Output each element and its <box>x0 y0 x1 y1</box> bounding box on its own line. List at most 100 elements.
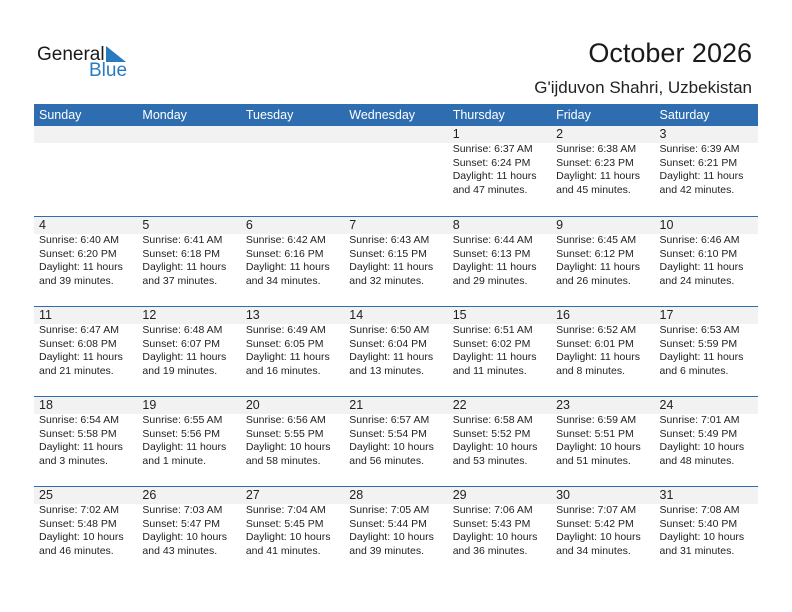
day-cell: 29 Sunrise: 7:06 AM Sunset: 5:43 PM Dayligh… <box>448 487 551 558</box>
day-number: 6 <box>245 218 253 232</box>
day-cell: 26 Sunrise: 7:03 AM Sunset: 5:47 PM Dayligh… <box>137 487 240 558</box>
daylight: Daylight: 10 hours <box>452 441 538 453</box>
daylight2: and 39 minutes. <box>349 544 424 557</box>
sunrise: Sunrise: 7:06 AM <box>452 504 533 516</box>
sunrise: Sunrise: 6:47 AM <box>39 324 119 336</box>
day-number: 17 <box>659 308 674 322</box>
week-row: 11 Sunrise: 6:47 AM Sunset: 6:08 PM Dayligh… <box>34 306 758 396</box>
sunrise: Sunrise: 7:08 AM <box>659 504 740 516</box>
sunset: Sunset: 6:20 PM <box>39 247 117 260</box>
daylight: Daylight: 10 hours <box>245 531 331 543</box>
daylight2: and 56 minutes. <box>349 454 424 467</box>
daylight: Daylight: 11 hours <box>556 261 640 273</box>
day-cell: 12 Sunrise: 6:48 AM Sunset: 6:07 PM Dayligh… <box>137 307 240 378</box>
day-cell: 7 Sunrise: 6:43 AM Sunset: 6:15 PM Daylight… <box>344 217 447 288</box>
sunrise: Sunrise: 6:52 AM <box>556 324 637 336</box>
day-cell <box>344 126 447 197</box>
day-number-band <box>34 126 758 143</box>
daylight2: and 42 minutes. <box>659 183 735 196</box>
sunrise: Sunrise: 6:50 AM <box>349 324 430 336</box>
daylight: Daylight: 11 hours <box>142 351 227 363</box>
daylight2: and 1 minute. <box>142 454 207 467</box>
daylight2: and 37 minutes. <box>142 274 218 287</box>
sunset: Sunset: 5:42 PM <box>556 517 634 530</box>
logo-general: General <box>37 44 105 65</box>
sunset: Sunset: 6:05 PM <box>245 337 324 350</box>
day-number: 21 <box>349 398 364 412</box>
daylight2: and 34 minutes. <box>556 544 631 557</box>
daylight: Daylight: 11 hours <box>142 261 227 273</box>
daylight: Daylight: 10 hours <box>452 531 538 543</box>
daylight2: and 46 minutes. <box>39 544 114 557</box>
daylight2: and 36 minutes. <box>452 544 528 557</box>
day-cell: 14 Sunrise: 6:50 AM Sunset: 6:04 PM Dayligh… <box>344 307 447 378</box>
sunset: Sunset: 5:51 PM <box>556 427 634 440</box>
sunset: Sunset: 6:10 PM <box>659 247 738 260</box>
daylight: Daylight: 10 hours <box>659 531 745 543</box>
sunset: Sunset: 6:12 PM <box>556 247 634 260</box>
day-number: 27 <box>245 488 260 502</box>
sunrise: Sunrise: 6:49 AM <box>245 324 326 336</box>
day-cell: 13 Sunrise: 6:49 AM Sunset: 6:05 PM Dayligh… <box>241 307 344 378</box>
daylight: Daylight: 11 hours <box>452 351 537 363</box>
daylight: Daylight: 11 hours <box>659 170 744 182</box>
sunset: Sunset: 6:07 PM <box>142 337 221 350</box>
day-cell: 25 Sunrise: 7:02 AM Sunset: 5:48 PM Dayligh… <box>34 487 137 558</box>
daylight2: and 47 minutes. <box>452 183 528 196</box>
day-number: 20 <box>245 398 260 412</box>
daylight: Daylight: 10 hours <box>556 531 641 543</box>
sunset: Sunset: 5:43 PM <box>452 517 531 530</box>
sunset: Sunset: 5:48 PM <box>39 517 117 530</box>
sunrise: Sunrise: 7:03 AM <box>142 504 223 516</box>
weekday-tuesday: Tuesday <box>245 108 294 122</box>
daylight2: and 6 minutes. <box>659 364 729 377</box>
daylight2: and 39 minutes. <box>39 274 114 287</box>
sunrise: Sunrise: 6:53 AM <box>659 324 740 336</box>
day-cell: 28 Sunrise: 7:05 AM Sunset: 5:44 PM Dayligh… <box>344 487 447 558</box>
sunrise: Sunrise: 6:41 AM <box>142 234 223 246</box>
sunrise: Sunrise: 6:40 AM <box>39 234 119 246</box>
day-cell: 30 Sunrise: 7:07 AM Sunset: 5:42 PM Dayligh… <box>551 487 654 558</box>
location: G'ijduvon Shahri, Uzbekistan <box>534 78 752 97</box>
sunrise: Sunrise: 6:44 AM <box>452 234 533 246</box>
daylight: Daylight: 11 hours <box>452 170 537 182</box>
day-number: 5 <box>142 218 150 232</box>
daylight2: and 34 minutes. <box>245 274 321 287</box>
calendar-grid: Sunday Monday Tuesday Wednesday Thursday Frid… <box>34 104 758 576</box>
daylight2: and 32 minutes. <box>349 274 424 287</box>
day-number: 7 <box>349 218 357 232</box>
daylight: Daylight: 11 hours <box>556 170 640 182</box>
day-cell: 20 Sunrise: 6:56 AM Sunset: 5:55 PM Dayligh… <box>241 397 344 468</box>
day-number: 29 <box>452 488 467 502</box>
daylight: Daylight: 11 hours <box>659 261 744 273</box>
sunrise: Sunrise: 7:01 AM <box>659 414 740 426</box>
daylight: Daylight: 10 hours <box>142 531 228 543</box>
weekday-thursday: Thursday <box>452 108 505 122</box>
week-row: 1 Sunrise: 6:37 AM Sunset: 6:24 PM Daylight… <box>34 126 758 216</box>
daylight2: and 51 minutes. <box>556 454 631 467</box>
daylight2: and 3 minutes. <box>39 454 108 467</box>
day-cell: 9 Sunrise: 6:45 AM Sunset: 6:12 PM Daylight… <box>551 217 654 288</box>
sunset: Sunset: 5:47 PM <box>142 517 221 530</box>
day-number: 28 <box>349 488 364 502</box>
logo-triangle-icon <box>106 46 126 62</box>
sunset: Sunset: 5:56 PM <box>142 427 221 440</box>
sunset: Sunset: 6:24 PM <box>452 156 531 169</box>
day-cell: 22 Sunrise: 6:58 AM Sunset: 5:52 PM Dayligh… <box>448 397 551 468</box>
page-title: October 2026 <box>588 38 752 68</box>
day-cell: 16 Sunrise: 6:52 AM Sunset: 6:01 PM Dayligh… <box>551 307 654 378</box>
sunrise: Sunrise: 7:04 AM <box>245 504 326 516</box>
sunrise: Sunrise: 6:57 AM <box>349 414 430 426</box>
daylight2: and 11 minutes. <box>452 364 527 377</box>
day-cell: 4 Sunrise: 6:40 AM Sunset: 6:20 PM Daylight… <box>34 217 137 288</box>
sunset: Sunset: 5:40 PM <box>659 517 738 530</box>
day-number: 11 <box>39 308 52 322</box>
weekday-saturday: Saturday <box>659 108 710 122</box>
day-number: 14 <box>349 308 364 322</box>
daylight: Daylight: 11 hours <box>659 351 744 363</box>
day-number-band <box>34 397 758 414</box>
sunrise: Sunrise: 6:56 AM <box>245 414 326 426</box>
sunset: Sunset: 6:16 PM <box>245 247 324 260</box>
day-number: 22 <box>452 398 467 412</box>
day-number: 15 <box>452 308 467 322</box>
